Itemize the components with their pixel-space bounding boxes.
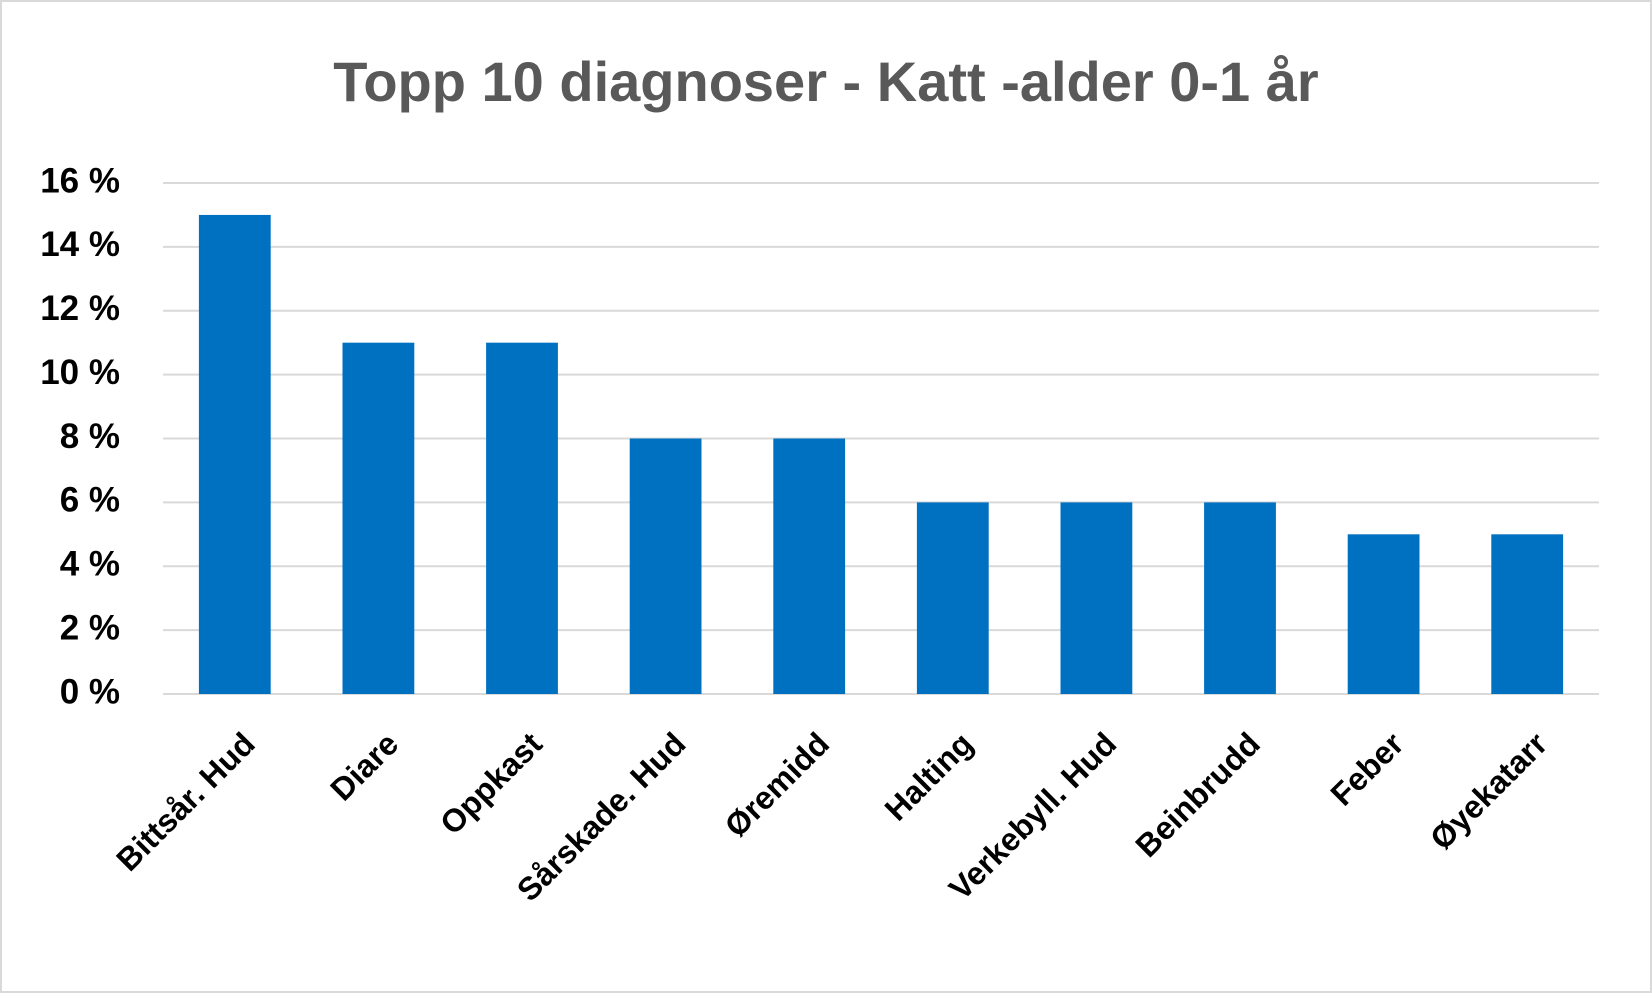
bar xyxy=(1060,502,1133,694)
bar xyxy=(916,502,989,694)
bar xyxy=(773,438,846,694)
y-tick-label: 16 % xyxy=(40,161,120,200)
y-tick-label: 0 % xyxy=(60,672,120,711)
y-tick-label: 10 % xyxy=(40,353,120,392)
bar xyxy=(1204,502,1276,694)
y-tick-label: 6 % xyxy=(60,481,120,520)
chart-title: Topp 10 diagnoser - Katt -alder 0-1 år xyxy=(333,50,1318,113)
bar xyxy=(629,438,702,694)
bar xyxy=(486,342,558,694)
y-tick-label: 8 % xyxy=(60,417,120,456)
bar xyxy=(198,214,271,694)
bar xyxy=(1491,534,1564,694)
y-tick-label: 2 % xyxy=(60,608,120,647)
y-tick-label: 14 % xyxy=(40,225,120,264)
bar xyxy=(1347,534,1420,694)
y-tick-label: 4 % xyxy=(60,545,120,584)
y-tick-label: 12 % xyxy=(40,289,120,328)
bar xyxy=(342,342,415,694)
